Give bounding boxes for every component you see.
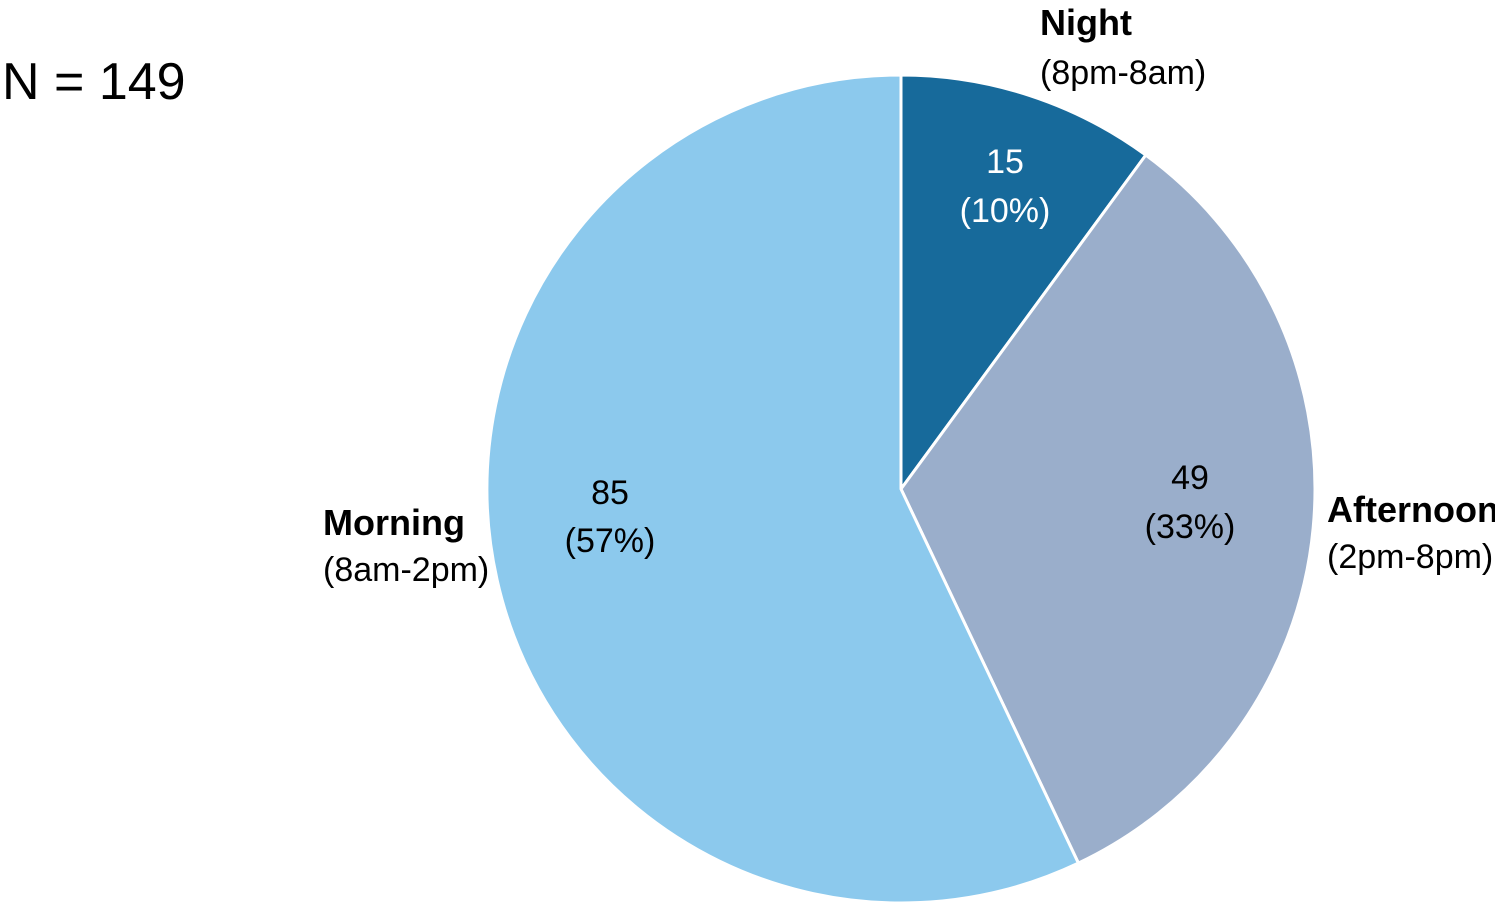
- slice-range-afternoon: (2pm-8pm): [1327, 538, 1493, 576]
- slice-name-morning: Morning: [323, 502, 465, 543]
- slice-percent-night: (10%): [960, 192, 1051, 230]
- pie-labels: 15 (10%) Night (8pm-8am) 49 (33%) Afternoon (2p…: [323, 2, 1495, 589]
- sample-size-label: N = 149: [2, 53, 186, 111]
- slice-value-morning: 85: [591, 474, 629, 512]
- slice-percent-afternoon: (33%): [1145, 508, 1236, 546]
- slice-value-night: 15: [986, 143, 1024, 181]
- slice-range-night: (8pm-8am): [1040, 54, 1206, 92]
- pie-slice-afternoon: [899, 153, 1317, 865]
- pie-slice-morning: [485, 73, 1080, 905]
- slice-name-night: Night: [1040, 2, 1132, 43]
- slice-name-afternoon: Afternoon: [1327, 489, 1495, 530]
- slice-value-afternoon: 49: [1171, 459, 1209, 497]
- slice-range-morning: (8am-2pm): [323, 551, 489, 589]
- pie-slice-night: [899, 73, 1148, 491]
- pie-slices: [485, 73, 1317, 905]
- slice-percent-morning: (57%): [565, 522, 656, 560]
